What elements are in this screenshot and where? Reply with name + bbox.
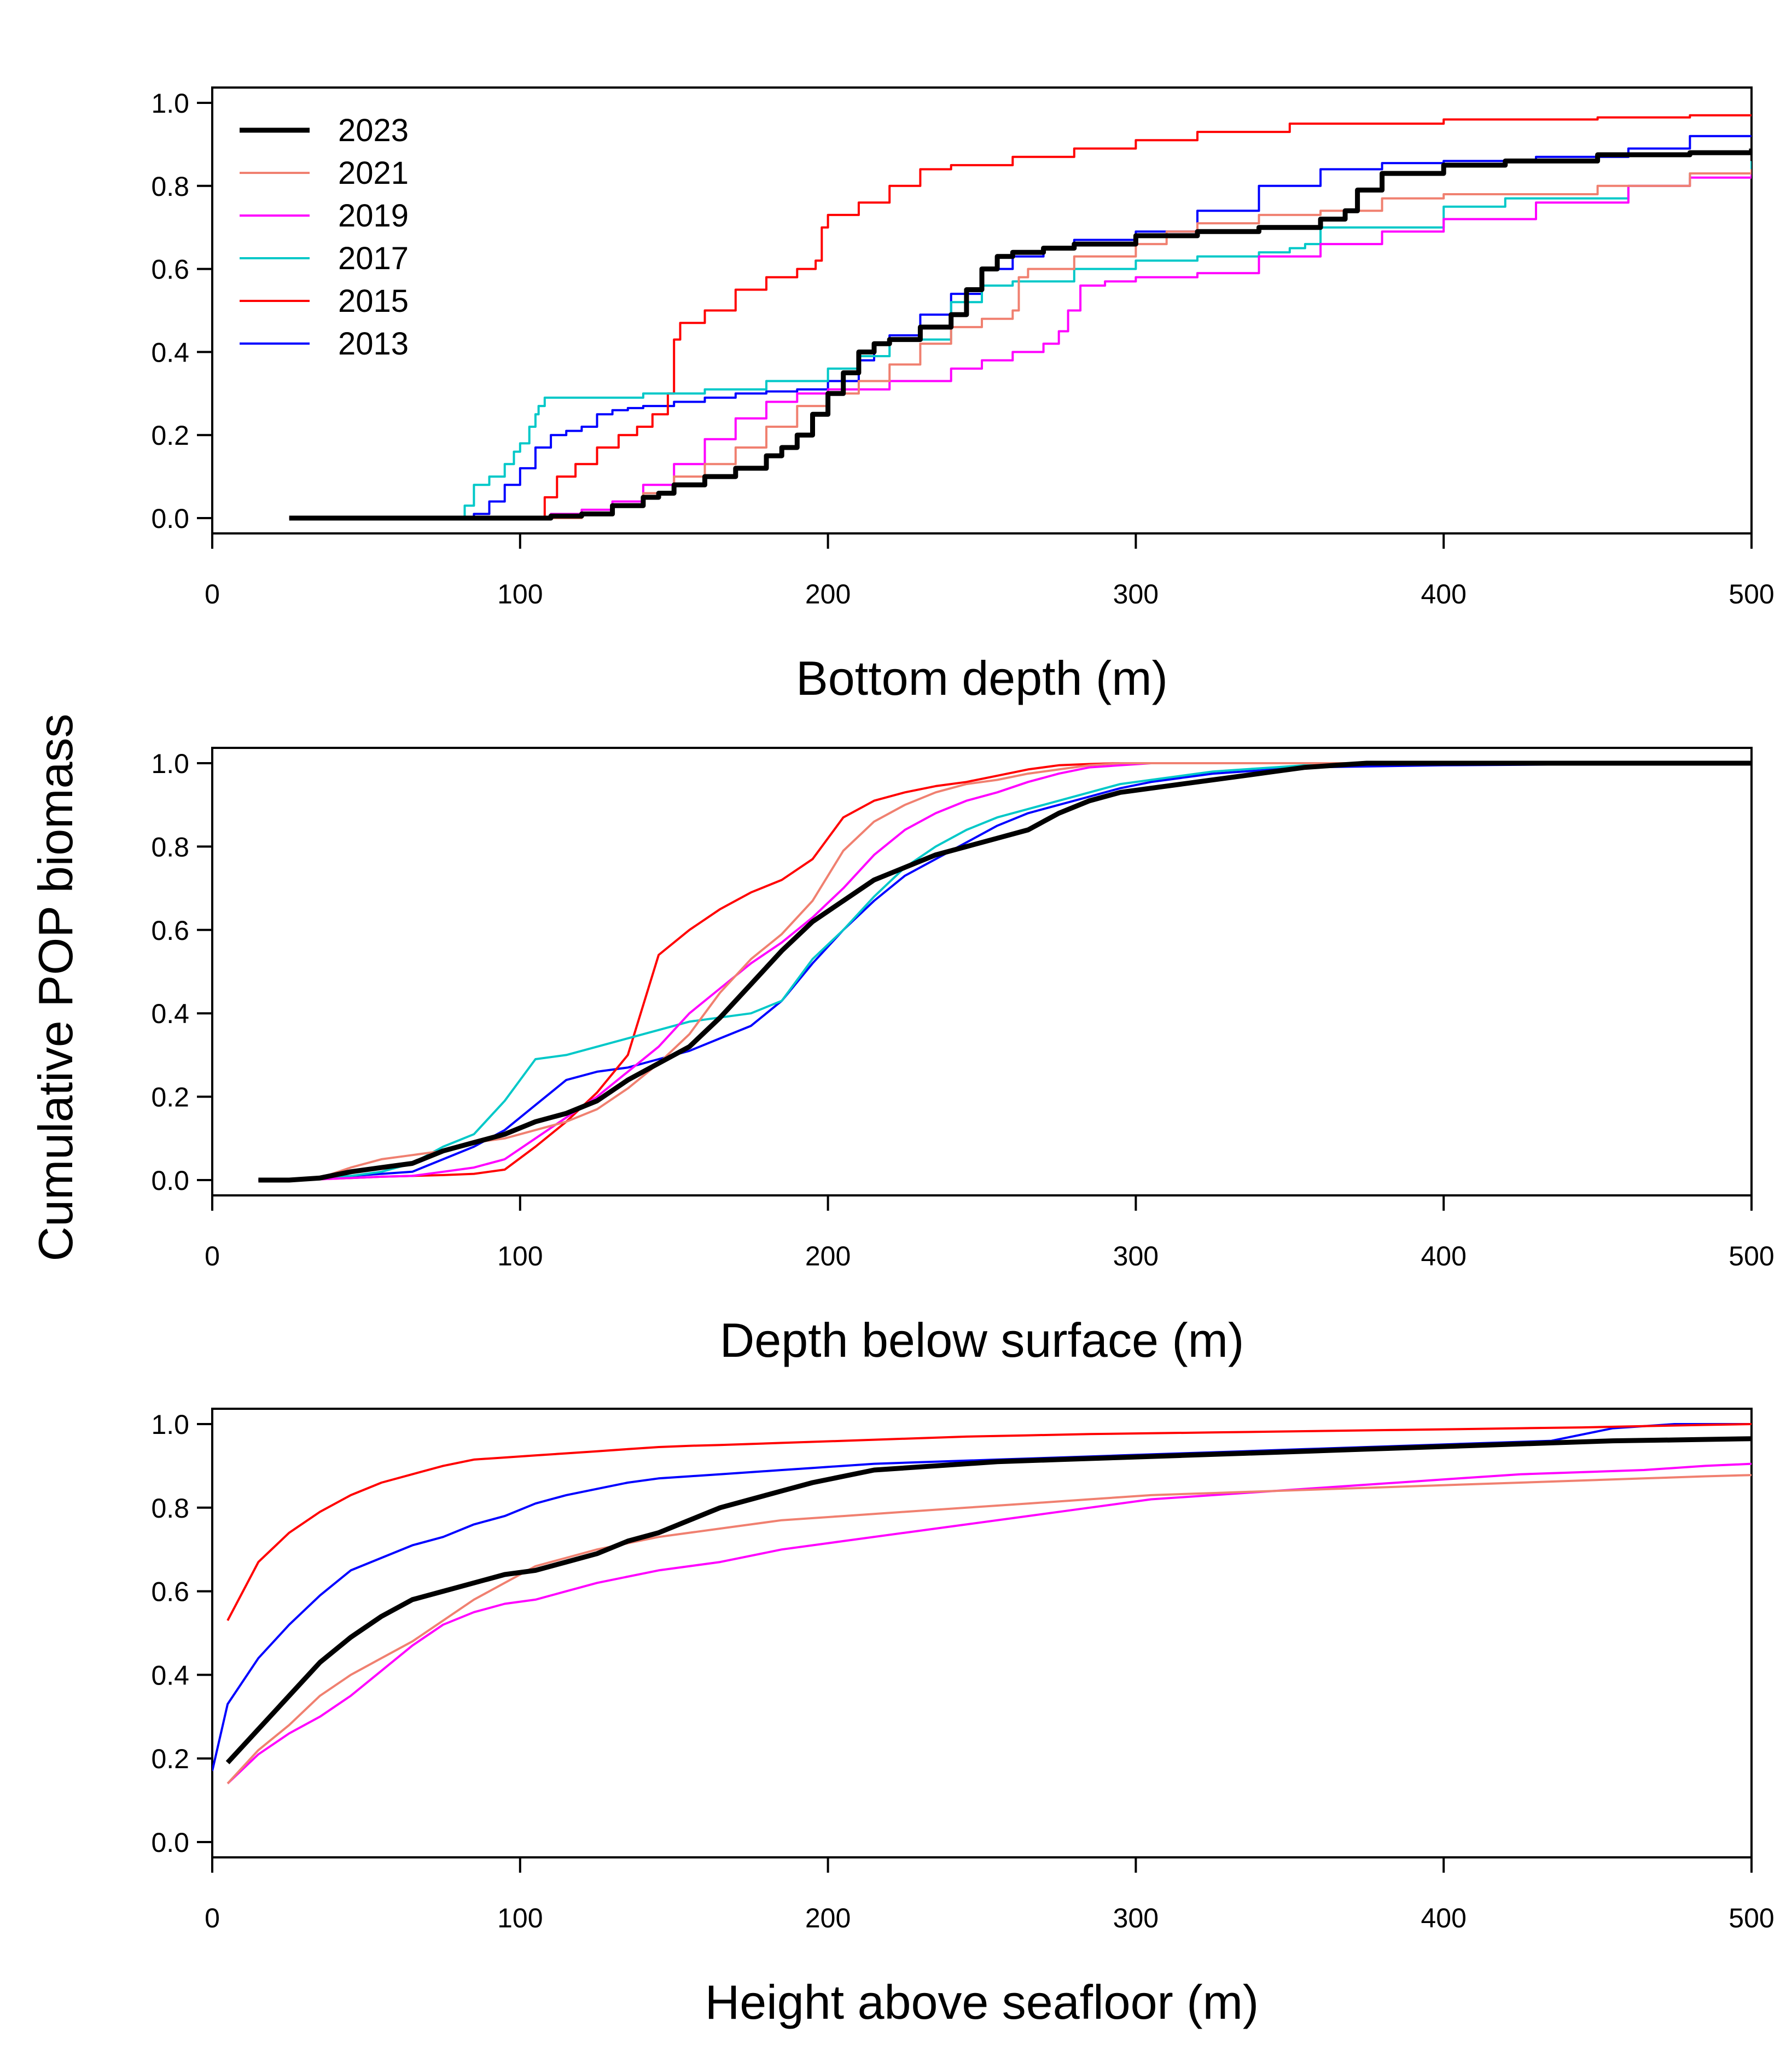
legend-label-2017: 2017: [338, 241, 409, 276]
y-tick-label: 0.2: [151, 1082, 189, 1113]
series-line-2023: [289, 148, 1752, 521]
y-tick-label: 0.8: [151, 171, 189, 202]
legend-label-2013: 2013: [338, 326, 409, 362]
series-line-2017: [258, 762, 1752, 1181]
height-above-seafloor-panel: 0.0 0.2 0.4 0.6 0.8 1.0 0 100 200 300 400 500 Height…: [151, 1408, 1774, 2029]
series-line-2015: [289, 114, 1752, 519]
series-line-2021: [258, 762, 1752, 1181]
plot-frame: [211, 86, 1753, 535]
y-tick-label: 0.0: [151, 1165, 189, 1196]
x-tick-label: 200: [805, 579, 851, 609]
series-group: [212, 1423, 1752, 1785]
x-tick-label: 400: [1421, 579, 1466, 609]
y-tick-label: 0.4: [151, 1660, 189, 1691]
x-tick-label: 500: [1729, 579, 1774, 609]
series-line-2023: [225, 1436, 1752, 1764]
y-tick-label: 0.4: [151, 337, 189, 368]
y-tick-label: 0.2: [151, 420, 189, 451]
x-tick-label: 200: [805, 1903, 851, 1933]
y-tick-label: 0.6: [151, 915, 189, 946]
y-axis-title: Cumulative POP biomass: [28, 714, 83, 1262]
x-tick-label: 100: [497, 579, 543, 609]
y-tick-label: 1.0: [151, 748, 189, 779]
x-tick-label: 100: [497, 1241, 543, 1271]
y-tick-label: 0.0: [151, 503, 189, 534]
legend: 2023 2021 2019 2017 2015 2013: [240, 113, 409, 362]
x-tick-label: 500: [1729, 1241, 1774, 1271]
series-line-2013: [258, 762, 1752, 1181]
chart-panels: 0.0 0.2 0.4 0.6 0.8 1.0 0 100 200 300 400 500 Bottom…: [151, 86, 1774, 2029]
x-axis-title: Height above seafloor (m): [705, 1975, 1259, 2029]
depth-below-surface-panel: 0.0 0.2 0.4 0.6 0.8 1.0 0 100 200 300 400 500 Depth …: [151, 747, 1774, 1367]
plot-frame: [211, 747, 1753, 1196]
series-line-2019: [289, 173, 1752, 519]
x-tick-label: 300: [1113, 1903, 1159, 1933]
x-tick-label: 300: [1113, 1241, 1159, 1271]
series-line-2015: [226, 1423, 1752, 1622]
legend-label-2023: 2023: [338, 113, 409, 148]
legend-label-2015: 2015: [338, 283, 409, 319]
y-tick-label: 0.0: [151, 1827, 189, 1858]
x-tick-label: 400: [1421, 1903, 1466, 1933]
series-line-2021: [226, 1474, 1752, 1785]
x-axis-title: Depth below surface (m): [720, 1313, 1244, 1367]
y-tick-label: 0.8: [151, 1493, 189, 1524]
plot-frame: [211, 1408, 1753, 1858]
y-tick-label: 0.8: [151, 832, 189, 862]
x-tick-label: 400: [1421, 1241, 1466, 1271]
legend-label-2019: 2019: [338, 198, 409, 234]
x-tick-label: 0: [205, 1903, 220, 1933]
x-tick-label: 0: [205, 579, 220, 609]
x-tick-label: 0: [205, 1241, 220, 1271]
series-group: [258, 760, 1752, 1183]
y-tick-label: 0.2: [151, 1744, 189, 1774]
y-tick-label: 0.4: [151, 998, 189, 1029]
y-tick-label: 1.0: [151, 88, 189, 119]
x-tick-label: 500: [1729, 1903, 1774, 1933]
x-tick-label: 200: [805, 1241, 851, 1271]
legend-label-2021: 2021: [338, 155, 409, 191]
series-line-2023: [258, 760, 1752, 1183]
bottom-depth-panel: 0.0 0.2 0.4 0.6 0.8 1.0 0 100 200 300 400 500 Bottom…: [151, 86, 1774, 705]
y-tick-label: 0.6: [151, 254, 189, 285]
x-axis-title: Bottom depth (m): [796, 651, 1168, 705]
series-line-2015: [258, 762, 1752, 1181]
x-tick-label: 100: [497, 1903, 543, 1933]
series-group: [289, 114, 1752, 521]
y-tick-label: 0.6: [151, 1577, 189, 1607]
series-line-2019: [226, 1462, 1752, 1785]
y-tick-label: 1.0: [151, 1409, 189, 1440]
x-tick-label: 300: [1113, 579, 1159, 609]
